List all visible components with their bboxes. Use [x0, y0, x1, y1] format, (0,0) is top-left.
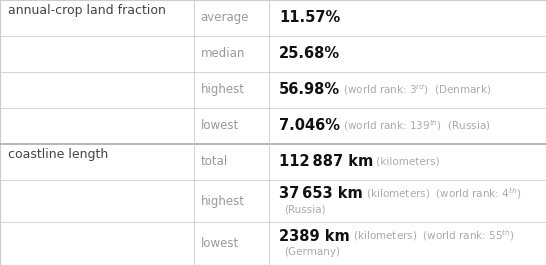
Text: (Germany): (Germany)	[284, 247, 341, 257]
Text: 25.68%: 25.68%	[279, 46, 340, 61]
Text: highest: highest	[200, 195, 245, 207]
Text: 37 653 km: 37 653 km	[279, 186, 363, 201]
Text: lowest: lowest	[200, 237, 239, 250]
Text: highest: highest	[200, 83, 245, 96]
Text: (kilometers)  (world rank: 55$^{th}$): (kilometers) (world rank: 55$^{th}$)	[350, 229, 514, 244]
Text: coastline length: coastline length	[8, 148, 109, 161]
Text: lowest: lowest	[200, 119, 239, 132]
Text: (world rank: 139$^{th}$)  (Russia): (world rank: 139$^{th}$) (Russia)	[340, 118, 490, 133]
Text: (world rank: 3$^{rd}$)  (Denmark): (world rank: 3$^{rd}$) (Denmark)	[340, 82, 491, 97]
Text: average: average	[200, 11, 249, 24]
Text: (Russia): (Russia)	[284, 205, 326, 215]
Text: 2389 km: 2389 km	[279, 228, 350, 244]
Text: 11.57%: 11.57%	[279, 11, 340, 25]
Text: 56.98%: 56.98%	[279, 82, 340, 97]
Text: 112 887 km: 112 887 km	[279, 154, 373, 169]
Text: annual-crop land fraction: annual-crop land fraction	[8, 4, 166, 17]
Text: (kilometers): (kilometers)	[373, 157, 440, 167]
Text: (kilometers)  (world rank: 4$^{th}$): (kilometers) (world rank: 4$^{th}$)	[363, 186, 521, 201]
Text: median: median	[200, 47, 245, 60]
Text: 7.046%: 7.046%	[279, 118, 340, 133]
Text: total: total	[200, 155, 228, 168]
